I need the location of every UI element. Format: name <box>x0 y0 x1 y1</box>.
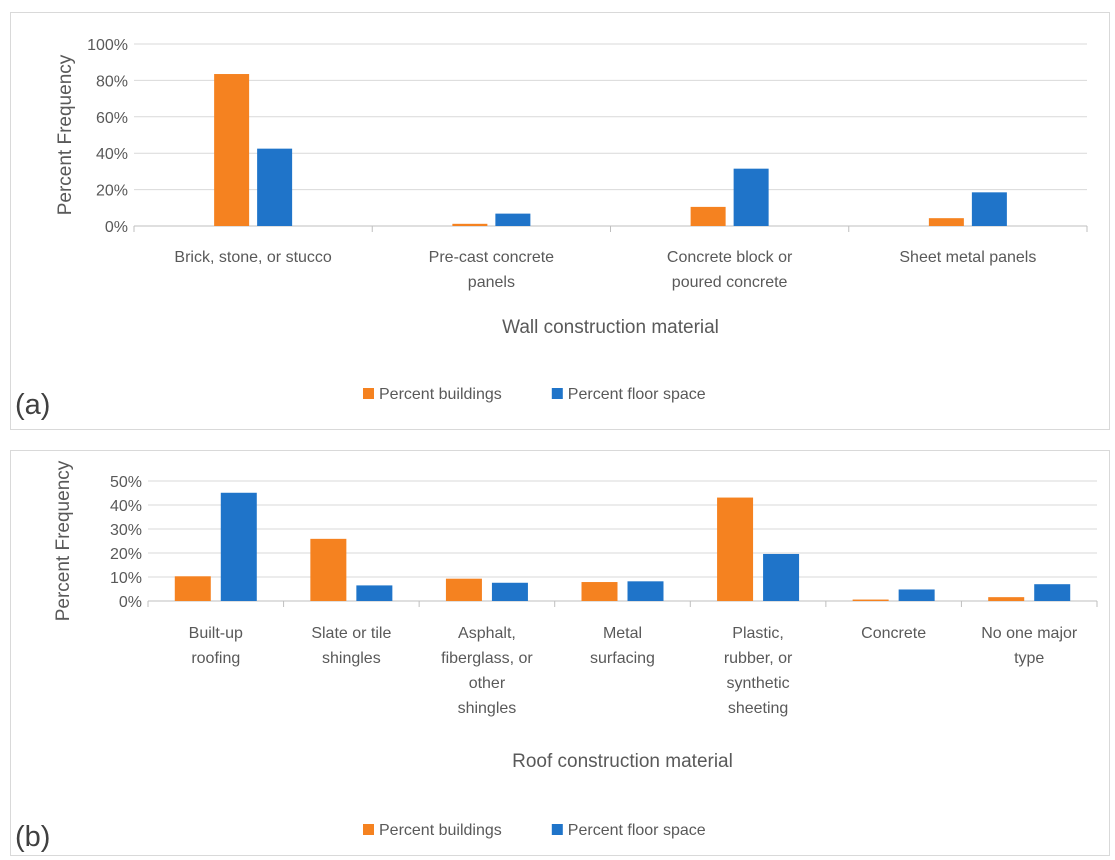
wall-bar-buildings <box>928 218 964 226</box>
roof-category-label-line: Metal <box>603 625 642 642</box>
wall-category-label-line: Concrete block or <box>667 249 793 266</box>
panel-label-b: (b) <box>15 821 51 853</box>
roof-y-tick-label: 10% <box>110 570 142 587</box>
wall-bar-floor-space <box>733 168 769 226</box>
roof-category-label-line: fiberglass, or <box>441 650 533 667</box>
wall-legend-label-buildings: Percent buildings <box>379 386 502 403</box>
wall-category-label: Brick, stone, or stucco <box>174 249 331 266</box>
roof-bar-floor-space <box>1034 584 1071 601</box>
roof-category-label-line: Built-up <box>189 625 243 642</box>
wall-y-tick-label: 0% <box>105 219 128 236</box>
wall-y-axis-title: Percent Frequency <box>55 54 76 215</box>
roof-y-tick-label: 40% <box>110 498 142 515</box>
roof-category-label: Slate or tile shingles <box>311 625 391 667</box>
wall-legend-swatch-buildings <box>363 388 374 399</box>
wall-category-label-line: Sheet metal panels <box>899 249 1036 266</box>
roof-bar-floor-space <box>491 582 528 601</box>
roof-category-label-line: rubber, or <box>724 650 793 667</box>
wall-y-tick-label: 20% <box>96 183 128 200</box>
roof-category-label: Plastic, rubber, or synthetic sheeting <box>724 625 793 717</box>
wall-bar-buildings <box>452 223 488 226</box>
wall-x-axis-title: Wall construction material <box>502 317 719 338</box>
roof-y-tick-label: 50% <box>110 474 142 491</box>
roof-category-label-line: Plastic, <box>732 625 784 642</box>
wall-category-label: Concrete block or poured concrete <box>667 249 793 291</box>
wall-bar-buildings <box>214 74 250 226</box>
wall-bar-floor-space <box>971 192 1007 226</box>
wall-category-label-line: poured concrete <box>672 274 788 291</box>
roof-category-label-line: surfacing <box>590 650 655 667</box>
wall-y-tick-label: 40% <box>96 146 128 163</box>
roof-category-label-line: other <box>469 675 506 692</box>
roof-category-label-line: type <box>1014 650 1044 667</box>
wall-category-label-line: panels <box>468 274 515 291</box>
wall-chart-panel: 0% 20% 40% 60% 80% 100% Brick, stone, or stucc… <box>10 12 1110 430</box>
wall-category-label-line: Pre-cast concrete <box>429 249 554 266</box>
wall-category-label: Pre-cast concrete panels <box>429 249 554 291</box>
roof-y-axis-title: Percent Frequency <box>53 460 74 621</box>
roof-y-tick-label: 30% <box>110 522 142 539</box>
roof-legend-label-floor-space: Percent floor space <box>568 822 706 839</box>
roof-x-axis-title: Roof construction material <box>512 751 733 772</box>
roof-chart-panel: 0% 10% 20% 30% 40% 50% Built-up roofing Slate or… <box>10 450 1110 856</box>
roof-bar-floor-space <box>763 553 800 601</box>
roof-category-label-line: shingles <box>322 650 381 667</box>
roof-category-label: Concrete <box>861 625 926 642</box>
roof-category-label-line: shingles <box>458 700 517 717</box>
roof-category-label: Metal surfacing <box>590 625 655 667</box>
wall-category-label: Sheet metal panels <box>899 249 1036 266</box>
wall-y-tick-label: 80% <box>96 73 128 90</box>
roof-bar-buildings <box>717 497 754 601</box>
roof-category-label-line: No one major <box>981 625 1078 642</box>
roof-category-label-line: Concrete <box>861 625 926 642</box>
roof-bar-floor-space <box>627 581 664 601</box>
wall-y-tick-label: 60% <box>96 110 128 127</box>
roof-legend-swatch-floor-space <box>551 824 563 835</box>
roof-category-label-line: roofing <box>191 650 240 667</box>
roof-bar-floor-space <box>898 589 935 601</box>
wall-category-label-line: Brick, stone, or stucco <box>174 249 331 266</box>
roof-category-label: Built-up roofing <box>189 625 243 667</box>
roof-chart-svg: 0% 10% 20% 30% 40% 50% Built-up roofing Slate or… <box>53 460 1098 839</box>
roof-y-tick-label: 0% <box>119 594 142 611</box>
roof-bar-buildings <box>988 597 1025 601</box>
wall-bar-floor-space <box>495 213 531 226</box>
panel-label-a: (a) <box>15 389 51 421</box>
roof-bar-buildings <box>581 582 618 601</box>
wall-bar-floor-space <box>257 148 293 226</box>
wall-chart-svg: 0% 20% 40% 60% 80% 100% Brick, stone, or stucc… <box>55 37 1088 403</box>
roof-legend-label-buildings: Percent buildings <box>379 822 502 839</box>
roof-bar-buildings <box>852 599 889 601</box>
roof-bar-buildings <box>310 538 347 601</box>
roof-y-tick-label: 20% <box>110 546 142 563</box>
roof-category-label: No one major type <box>981 625 1078 667</box>
roof-bar-buildings <box>174 576 211 601</box>
roof-category-label-line: Asphalt, <box>458 625 516 642</box>
roof-category-label: Asphalt, fiberglass, or other shingles <box>441 625 533 717</box>
wall-legend-label-floor-space: Percent floor space <box>568 386 706 403</box>
roof-category-label-line: synthetic <box>727 675 790 692</box>
wall-bar-buildings <box>690 206 726 226</box>
wall-y-tick-label: 100% <box>87 37 128 54</box>
wall-legend-swatch-floor-space <box>551 388 563 399</box>
roof-bar-floor-space <box>356 585 393 601</box>
roof-legend-swatch-buildings <box>363 824 374 835</box>
roof-category-label-line: sheeting <box>728 700 789 717</box>
roof-bar-buildings <box>445 578 482 601</box>
roof-bar-floor-space <box>220 492 257 601</box>
roof-category-label-line: Slate or tile <box>311 625 391 642</box>
